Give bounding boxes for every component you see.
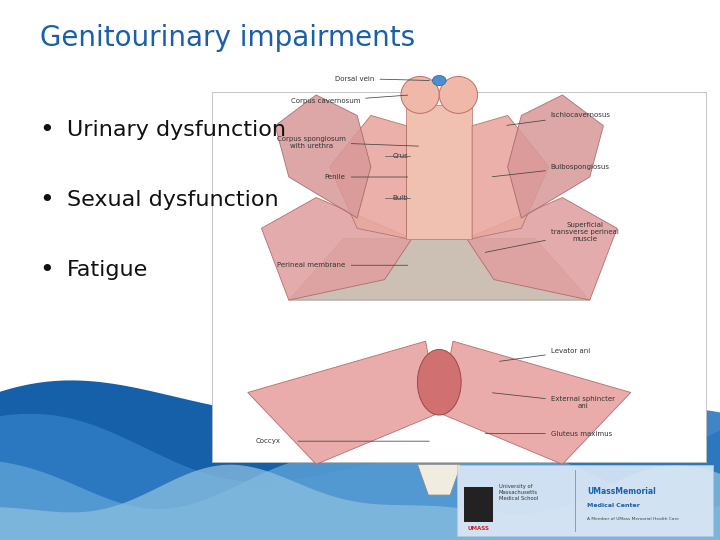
Polygon shape [472, 116, 549, 239]
Polygon shape [261, 198, 412, 300]
Text: UMASS: UMASS [468, 526, 490, 531]
Text: Penile: Penile [325, 174, 408, 180]
Polygon shape [407, 105, 472, 239]
Ellipse shape [418, 349, 462, 415]
FancyBboxPatch shape [212, 92, 706, 462]
Text: Corpus cavernosum: Corpus cavernosum [291, 95, 408, 104]
Ellipse shape [439, 77, 477, 113]
Text: A Member of UMass Memorial Health Care: A Member of UMass Memorial Health Care [587, 517, 679, 521]
Text: Sexual dysfunction: Sexual dysfunction [67, 190, 279, 210]
Text: Levator ani: Levator ani [500, 348, 590, 361]
Text: Bulbospongiosus: Bulbospongiosus [492, 164, 610, 177]
Text: Fatigue: Fatigue [67, 260, 148, 280]
Polygon shape [289, 239, 590, 300]
Text: Gluteus maximus: Gluteus maximus [485, 430, 612, 436]
Text: Dorsal vein: Dorsal vein [335, 76, 429, 82]
Text: University of
Massachusetts
Medical School: University of Massachusetts Medical Scho… [499, 484, 539, 501]
FancyBboxPatch shape [464, 487, 493, 522]
Text: Superficial
transverse perineal
muscle: Superficial transverse perineal muscle [485, 222, 618, 252]
Polygon shape [439, 341, 631, 464]
Text: Urinary dysfunction: Urinary dysfunction [67, 119, 286, 140]
Text: Perineal membrane: Perineal membrane [277, 262, 408, 268]
Polygon shape [508, 95, 603, 218]
Polygon shape [418, 464, 462, 495]
Text: Crus: Crus [392, 153, 408, 159]
Text: UMassMemorial: UMassMemorial [587, 487, 656, 496]
Ellipse shape [433, 76, 446, 86]
Text: •: • [40, 188, 54, 212]
Text: External sphincter
ani: External sphincter ani [492, 393, 615, 409]
FancyBboxPatch shape [457, 465, 713, 536]
Polygon shape [248, 341, 439, 464]
Text: Ischiocavernosus: Ischiocavernosus [507, 112, 611, 125]
Polygon shape [330, 116, 407, 239]
Polygon shape [0, 409, 720, 540]
Text: Corpus spongiosum
with urethra: Corpus spongiosum with urethra [276, 136, 418, 148]
Text: Genitourinary impairments: Genitourinary impairments [40, 24, 415, 52]
Polygon shape [0, 465, 720, 540]
Text: •: • [40, 118, 54, 141]
Polygon shape [467, 198, 617, 300]
Polygon shape [275, 95, 371, 218]
Text: Coccyx: Coccyx [256, 438, 281, 444]
Polygon shape [0, 452, 720, 540]
Text: Medical Center: Medical Center [587, 503, 640, 508]
Ellipse shape [401, 77, 439, 113]
Polygon shape [0, 380, 720, 540]
Text: Bulb: Bulb [392, 194, 408, 200]
Text: •: • [40, 258, 54, 282]
